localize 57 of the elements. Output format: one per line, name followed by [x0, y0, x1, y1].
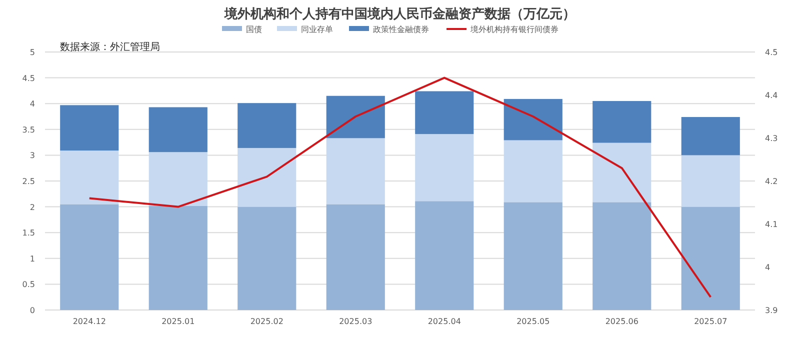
bar: [238, 206, 296, 310]
annotation: 数据来源：外汇管理局: [60, 41, 160, 53]
bar: [60, 204, 119, 310]
y2-tick-label: 4.1: [765, 220, 778, 229]
x-tick-label: 2025.06: [605, 317, 638, 326]
y2-tick-label: 4.4: [765, 91, 778, 100]
bar: [592, 142, 652, 202]
bar: [681, 206, 740, 310]
y-tick-label: 4.5: [22, 74, 35, 83]
y2-tick-label: 4.5: [765, 48, 778, 57]
line-series: [88, 76, 712, 298]
legend-label: 同业存单: [301, 25, 333, 34]
x-tick-label: 2025.01: [162, 317, 195, 326]
bar: [592, 101, 652, 143]
bar: [504, 140, 562, 202]
bar: [681, 155, 740, 207]
y-tick-label: 0: [30, 306, 35, 315]
x-tick-label: 2025.05: [516, 317, 550, 326]
x-tick-label: 2025.03: [339, 317, 372, 326]
y-tick-label: 1: [30, 254, 35, 264]
y2-tick-label: 3.9: [765, 306, 778, 315]
bar: [592, 202, 652, 310]
bar: [681, 117, 740, 156]
y-tick-label: 1.5: [22, 228, 35, 238]
x-tick-label: 2025.04: [428, 317, 461, 326]
legend-label: 政策性金融债券: [373, 25, 429, 34]
y-tick-label: 2.5: [22, 177, 35, 186]
legend-label: 国债: [246, 25, 262, 34]
bar: [415, 91, 474, 134]
bar: [148, 152, 208, 206]
x-tick-label: 2025.02: [250, 317, 284, 326]
bar: [60, 105, 119, 151]
bar: [238, 103, 296, 148]
bar: [238, 148, 296, 207]
bar: [504, 202, 562, 310]
x-tick-label: 2024.12: [72, 317, 106, 326]
bar: [148, 107, 208, 152]
y2-tick-label: 4.2: [765, 177, 778, 186]
y-tick-label: 4: [30, 100, 35, 109]
y2-tick-label: 4.3: [765, 134, 778, 143]
chart-title: 境外机构和个人持有中国境内人民币金融资产数据（万亿元）: [224, 6, 576, 22]
bar: [504, 98, 562, 140]
y-tick-label: 2: [30, 202, 35, 212]
legend-label: 境外机构持有银行间债券: [470, 25, 558, 34]
y2-tick-label: 4: [765, 263, 770, 272]
x-tick-label: 2025.07: [694, 317, 728, 326]
y-tick-label: 0.5: [22, 280, 35, 290]
bar: [415, 201, 474, 310]
bar: [148, 206, 208, 310]
bar: [326, 138, 385, 204]
y-tick-label: 3: [30, 151, 35, 160]
bar: [326, 96, 385, 138]
bar: [326, 204, 385, 310]
y-tick-label: 3.5: [22, 125, 35, 134]
bar: [60, 150, 119, 204]
bar: [415, 134, 474, 202]
y-tick-label: 5: [30, 48, 35, 57]
